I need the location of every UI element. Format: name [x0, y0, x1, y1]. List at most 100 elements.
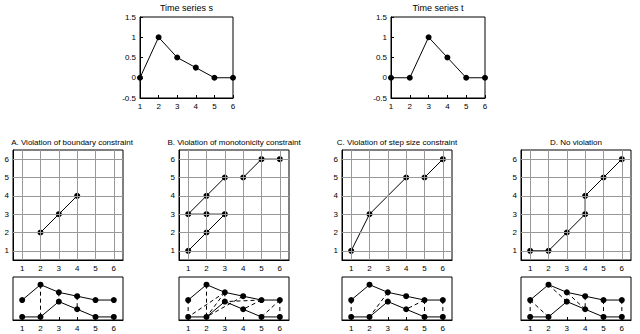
svg-text:2: 2 — [367, 264, 372, 273]
svg-text:3: 3 — [426, 102, 431, 111]
svg-text:1: 1 — [528, 264, 533, 273]
svg-text:B. Violation of monotonicity c: B. Violation of monotonicity constraint — [167, 138, 301, 147]
svg-text:4: 4 — [404, 324, 409, 333]
svg-text:2: 2 — [171, 228, 176, 237]
svg-text:3: 3 — [223, 264, 228, 273]
svg-text:1: 1 — [513, 246, 518, 255]
svg-text:2: 2 — [38, 264, 43, 273]
svg-text:1: 1 — [132, 33, 137, 42]
svg-text:1: 1 — [528, 324, 533, 333]
svg-text:1: 1 — [138, 102, 143, 111]
svg-text:2: 2 — [408, 102, 413, 111]
svg-text:2: 2 — [513, 228, 518, 237]
svg-text:3: 3 — [223, 324, 228, 333]
svg-text:5: 5 — [513, 173, 518, 182]
svg-text:0: 0 — [132, 73, 137, 82]
svg-text:3: 3 — [565, 324, 570, 333]
svg-text:1: 1 — [389, 102, 394, 111]
svg-text:1.5: 1.5 — [125, 13, 137, 22]
svg-text:2: 2 — [546, 324, 551, 333]
svg-text:6: 6 — [513, 155, 518, 164]
svg-text:4: 4 — [583, 264, 588, 273]
svg-text:4: 4 — [404, 264, 409, 273]
svg-text:1: 1 — [334, 246, 339, 255]
svg-text:4: 4 — [334, 191, 339, 200]
svg-text:3: 3 — [5, 210, 10, 219]
svg-text:5: 5 — [422, 324, 427, 333]
svg-text:4: 4 — [241, 324, 246, 333]
svg-text:4: 4 — [513, 191, 518, 200]
svg-text:2: 2 — [204, 324, 209, 333]
svg-text:6: 6 — [441, 324, 446, 333]
svg-text:1: 1 — [5, 246, 10, 255]
svg-text:0: 0 — [383, 73, 388, 82]
svg-text:-0.5: -0.5 — [373, 94, 387, 103]
svg-text:6: 6 — [620, 324, 625, 333]
svg-text:3: 3 — [513, 210, 518, 219]
svg-text:3: 3 — [386, 324, 391, 333]
svg-text:C. Violation of step size cons: C. Violation of step size constraint — [337, 138, 458, 147]
svg-text:1: 1 — [20, 264, 25, 273]
svg-text:6: 6 — [620, 264, 625, 273]
svg-text:6: 6 — [231, 102, 236, 111]
svg-text:4: 4 — [75, 324, 80, 333]
svg-text:D. No violation: D. No violation — [550, 138, 602, 147]
svg-text:5: 5 — [422, 264, 427, 273]
svg-text:6: 6 — [334, 155, 339, 164]
svg-text:3: 3 — [175, 102, 180, 111]
svg-text:5: 5 — [93, 264, 98, 273]
svg-text:Time series s: Time series s — [160, 3, 214, 13]
svg-text:2: 2 — [204, 264, 209, 273]
svg-text:6: 6 — [5, 155, 10, 164]
svg-text:1: 1 — [20, 324, 25, 333]
svg-text:1: 1 — [186, 264, 191, 273]
svg-text:4: 4 — [241, 264, 246, 273]
svg-text:0.5: 0.5 — [376, 53, 388, 62]
svg-text:Time series t: Time series t — [412, 3, 464, 13]
svg-text:1: 1 — [383, 33, 388, 42]
svg-text:4: 4 — [194, 102, 199, 111]
svg-text:5: 5 — [464, 102, 469, 111]
svg-text:6: 6 — [112, 324, 117, 333]
svg-text:5: 5 — [212, 102, 217, 111]
svg-text:3: 3 — [334, 210, 339, 219]
svg-text:4: 4 — [583, 324, 588, 333]
svg-text:5: 5 — [5, 173, 10, 182]
svg-text:1.5: 1.5 — [376, 13, 388, 22]
svg-text:5: 5 — [171, 173, 176, 182]
svg-text:5: 5 — [259, 324, 264, 333]
svg-text:0.5: 0.5 — [125, 53, 137, 62]
svg-text:4: 4 — [445, 102, 450, 111]
svg-text:6: 6 — [171, 155, 176, 164]
svg-text:-0.5: -0.5 — [122, 94, 136, 103]
svg-text:4: 4 — [75, 264, 80, 273]
svg-text:3: 3 — [565, 264, 570, 273]
svg-text:6: 6 — [278, 264, 283, 273]
svg-text:6: 6 — [483, 102, 488, 111]
svg-text:2: 2 — [5, 228, 10, 237]
svg-text:3: 3 — [57, 324, 62, 333]
svg-text:6: 6 — [278, 324, 283, 333]
svg-text:6: 6 — [112, 264, 117, 273]
svg-text:1: 1 — [349, 324, 354, 333]
svg-text:2: 2 — [156, 102, 161, 111]
svg-text:2: 2 — [38, 324, 43, 333]
svg-text:1: 1 — [171, 246, 176, 255]
svg-text:2: 2 — [546, 264, 551, 273]
svg-text:2: 2 — [334, 228, 339, 237]
svg-text:5: 5 — [334, 173, 339, 182]
svg-text:3: 3 — [57, 264, 62, 273]
svg-text:5: 5 — [601, 264, 606, 273]
svg-text:4: 4 — [5, 191, 10, 200]
svg-text:6: 6 — [441, 264, 446, 273]
svg-text:4: 4 — [171, 191, 176, 200]
svg-text:1: 1 — [349, 264, 354, 273]
svg-text:1: 1 — [186, 324, 191, 333]
svg-text:2: 2 — [367, 324, 372, 333]
svg-text:A. Violation of boundary const: A. Violation of boundary constraint — [11, 138, 133, 147]
svg-text:5: 5 — [93, 324, 98, 333]
svg-text:3: 3 — [386, 264, 391, 273]
svg-text:5: 5 — [259, 264, 264, 273]
svg-text:3: 3 — [171, 210, 176, 219]
svg-text:5: 5 — [601, 324, 606, 333]
